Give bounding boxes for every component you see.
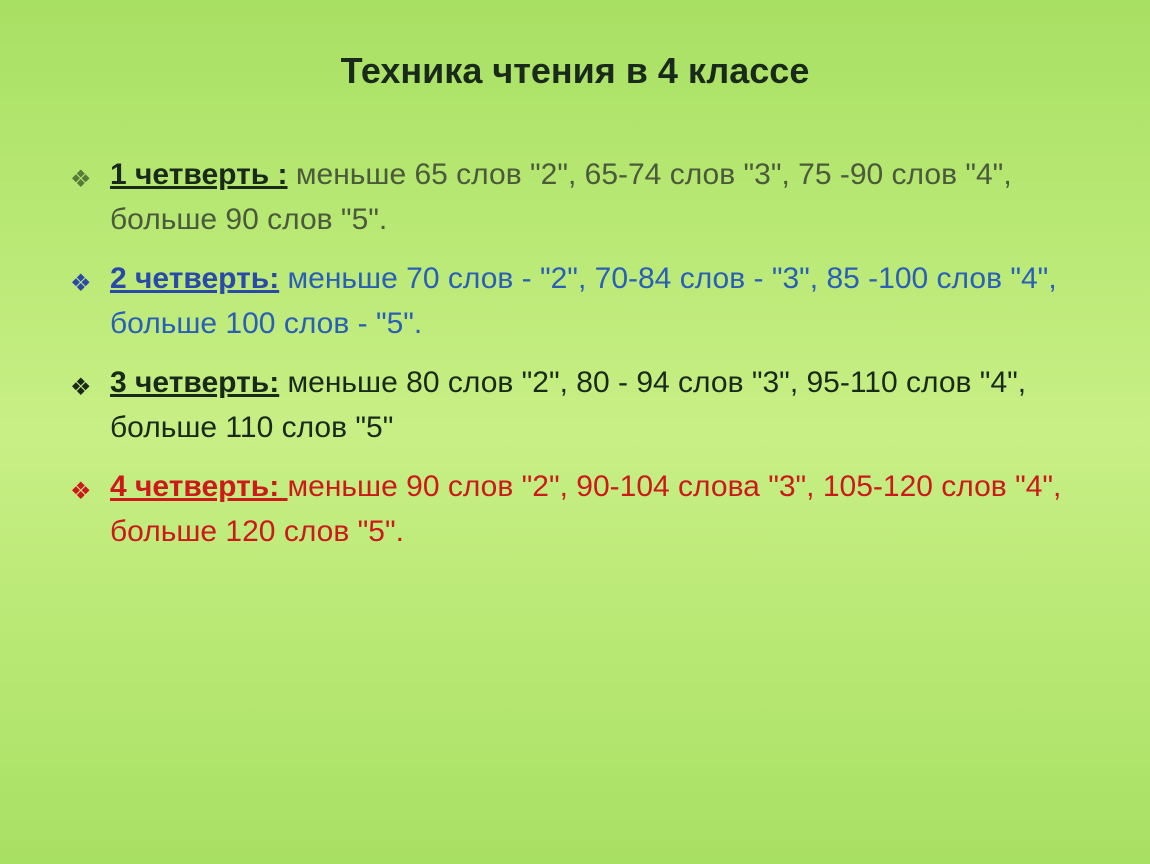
quarter-4-label: 4 четверть:	[110, 470, 288, 503]
bullet-icon: ❖	[70, 162, 92, 198]
quarter-4: ❖ 4 четверть: меньше 90 слов "2", 90-104…	[70, 464, 1080, 554]
bullet-icon: ❖	[70, 370, 92, 406]
quarter-2-label: 2 четверть:	[110, 262, 279, 295]
quarters-list: ❖ 1 четверть : меньше 65 слов "2", 65-74…	[70, 152, 1080, 554]
quarter-3-label: 3 четверть:	[110, 366, 279, 399]
page-title: Техника чтения в 4 классе	[70, 50, 1080, 92]
bullet-icon: ❖	[70, 474, 92, 510]
quarter-3: ❖ 3 четверть: меньше 80 слов "2", 80 - 9…	[70, 360, 1080, 450]
quarter-1-label: 1 четверть :	[110, 158, 288, 191]
bullet-icon: ❖	[70, 266, 92, 302]
quarter-2: ❖ 2 четверть: меньше 70 слов - "2", 70-8…	[70, 256, 1080, 346]
quarter-1: ❖ 1 четверть : меньше 65 слов "2", 65-74…	[70, 152, 1080, 242]
